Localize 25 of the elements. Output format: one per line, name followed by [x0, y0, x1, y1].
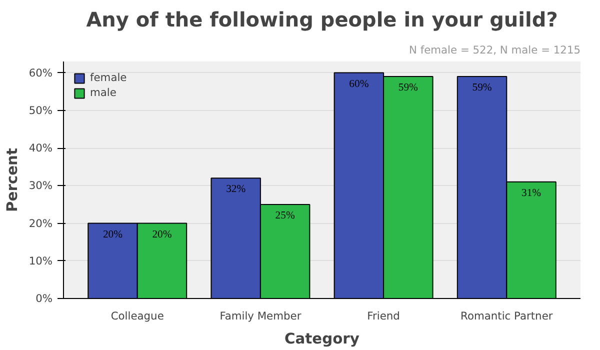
y-tick-label: 50%	[28, 104, 52, 117]
y-tick-label: 20%	[28, 216, 52, 230]
data-label: 31%	[521, 188, 542, 199]
y-tick-label: 10%	[28, 254, 52, 268]
data-label: 25%	[275, 210, 295, 222]
data-label: 20%	[102, 229, 123, 240]
y-tick-label: 30%	[28, 179, 52, 192]
y-axis-title: Percent	[4, 148, 21, 212]
x-tick-label: Family Member	[220, 310, 302, 322]
data-label: 60%	[349, 78, 369, 90]
x-axis-title: Category	[284, 330, 360, 348]
data-label: 59%	[472, 82, 492, 94]
legend-label: female	[90, 71, 127, 84]
y-tick-label: 40%	[28, 142, 52, 155]
text: N female = 522, N male = 1215	[408, 44, 581, 56]
x-tick-label: Colleague	[110, 310, 164, 322]
x-tick-label: Romantic Partner	[460, 310, 554, 322]
data-label: 20%	[152, 229, 172, 240]
y-tick-label: 60%	[28, 66, 52, 80]
data-label: 59%	[398, 82, 418, 94]
data-label: 32%	[226, 184, 246, 196]
y-tick-label: 0%	[36, 292, 52, 305]
x-tick-label: Friend	[367, 310, 400, 322]
chart-title: Any of the following people in your guild?	[86, 8, 558, 32]
legend-label: male	[90, 86, 116, 99]
